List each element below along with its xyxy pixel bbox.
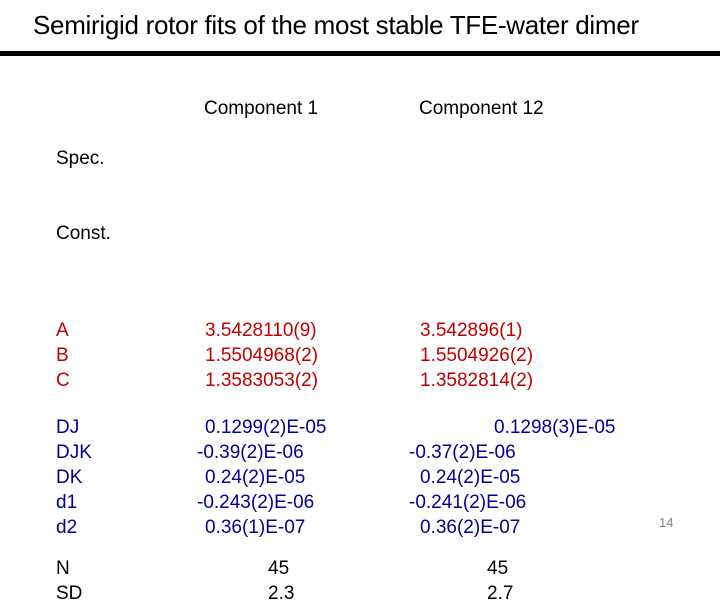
header-spec-const: Spec. Const. [56, 96, 197, 296]
component1-value: 0.1299(2)E-05 [205, 417, 327, 438]
header-component12: Component 12 [419, 98, 544, 119]
row-label: d2 [56, 517, 78, 538]
distortion-constants-group: DJ 0.1299(2)E-05 0.1298(3)E-05 DJK -0.39… [56, 415, 720, 540]
slide-title: Semirigid rotor fits of the most stable … [33, 10, 639, 40]
table-row-DJK: DJK -0.39(2)E-06 -0.37(2)E-06 [56, 440, 720, 465]
component1-value: -0.243(2)E-06 [197, 492, 315, 513]
table-row-d2: d2 0.36(1)E-07 0.36(2)E-07 [56, 515, 720, 540]
row-label: N [56, 558, 70, 579]
header-component1: Component 1 [204, 98, 319, 119]
component1-value: 0.24(2)E-05 [205, 467, 306, 488]
table-header-row: Spec. Const. Component 1 Component 12 [56, 96, 720, 296]
row-label: B [56, 345, 69, 366]
component12-value: 2.7 [487, 583, 514, 604]
row-label: SD [56, 583, 83, 604]
slide: Semirigid rotor fits of the most stable … [0, 10, 720, 604]
table-row-B: B 1.5504968(2) 1.5504926(2) [56, 343, 720, 368]
component1-value: 45 [268, 558, 290, 579]
row-label: A [56, 320, 69, 341]
title-underline [0, 51, 720, 56]
table-row-d1: d1 -0.243(2)E-06 -0.241(2)E-06 [56, 490, 720, 515]
component12-value: 3.542896(1) [420, 320, 523, 341]
table-row-DK: DK 0.24(2)E-05 0.24(2)E-05 [56, 465, 720, 490]
row-label: DJ [56, 417, 80, 438]
constants-table: Spec. Const. Component 1 Component 12 A … [0, 96, 720, 606]
component12-value: 1.3582814(2) [420, 370, 534, 391]
component12-value: -0.37(2)E-06 [409, 442, 516, 463]
component12-value: 45 [487, 558, 509, 579]
row-label: C [56, 370, 70, 391]
table-row-C: C 1.3583053(2) 1.3582814(2) [56, 368, 720, 393]
header-spec-line1: Spec. [56, 148, 105, 169]
component1-value: 3.5428110(9) [205, 320, 317, 341]
component1-value: 1.3583053(2) [205, 370, 319, 391]
rotational-constants-group: A 3.5428110(9) 3.542896(1) B 1.5504968(2… [56, 318, 720, 393]
component1-value: 0.36(1)E-07 [205, 517, 306, 538]
component12-value: -0.241(2)E-06 [409, 492, 527, 513]
page-number: 14 [659, 515, 674, 530]
component12-value: 1.5504926(2) [420, 345, 534, 366]
header-spec-line2: Const. [56, 223, 111, 244]
table-row-DJ: DJ 0.1299(2)E-05 0.1298(3)E-05 [56, 415, 720, 440]
component12-value: 0.24(2)E-05 [420, 467, 521, 488]
fit-statistics-group: N 45 45 SD 2.3 2.7 [56, 556, 720, 606]
component1-value: 2.3 [268, 583, 295, 604]
row-label: DK [56, 467, 83, 488]
row-label: DJK [56, 442, 92, 463]
component1-value: -0.39(2)E-06 [197, 442, 304, 463]
component12-value: 0.36(2)E-07 [420, 517, 521, 538]
component12-value: 0.1298(3)E-05 [494, 417, 616, 438]
row-label: d1 [56, 492, 78, 513]
component1-value: 1.5504968(2) [205, 345, 319, 366]
table-row-SD: SD 2.3 2.7 [56, 581, 720, 606]
table-row-N: N 45 45 [56, 556, 720, 581]
table-row-A: A 3.5428110(9) 3.542896(1) [56, 318, 720, 343]
